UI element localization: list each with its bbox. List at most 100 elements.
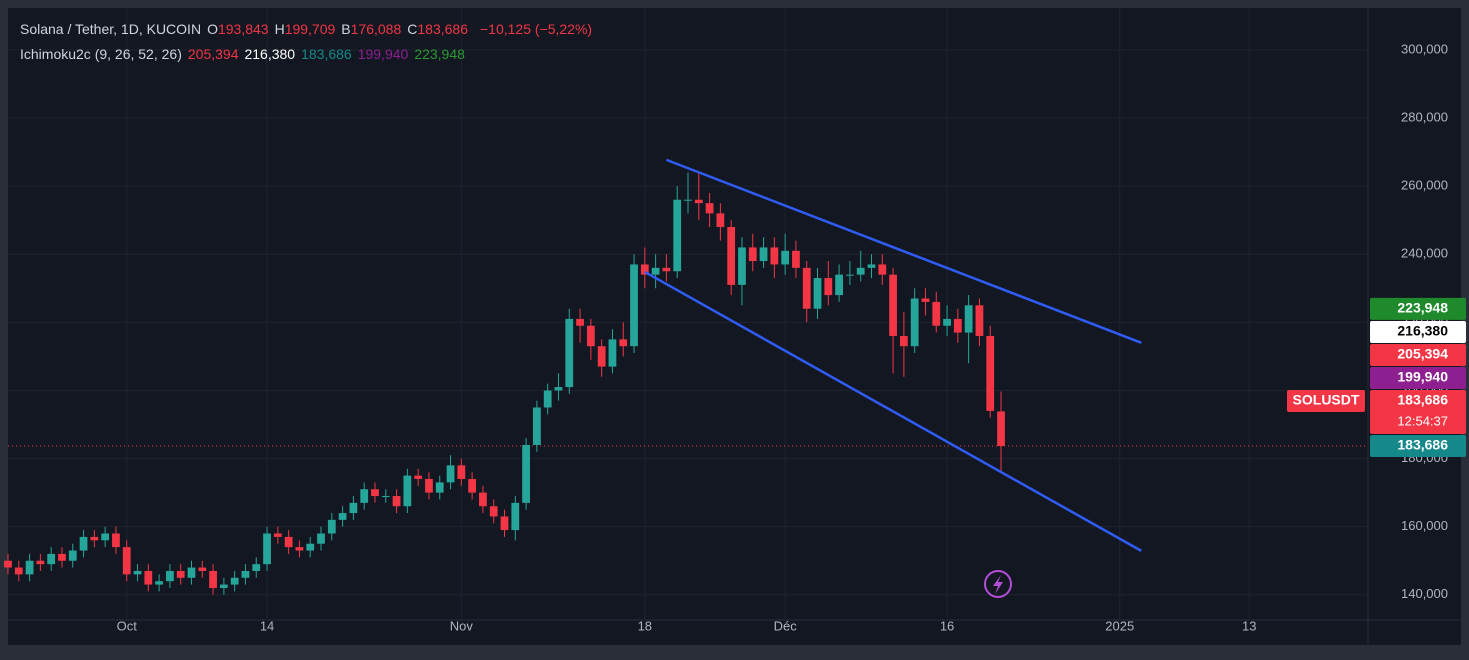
candle-body xyxy=(90,536,99,541)
candle-body xyxy=(533,407,541,445)
candle-body xyxy=(662,267,671,272)
candle-body xyxy=(964,305,973,333)
symbol-title: Solana / Tether, 1D, KUCOIN xyxy=(20,21,202,37)
indicator-values: 205,394 216,380 183,686 199,940 223,948 xyxy=(188,46,471,62)
candle-body xyxy=(705,203,714,214)
candle-body xyxy=(802,267,811,309)
price-label-box xyxy=(1370,297,1466,320)
price-label-box xyxy=(1370,367,1466,390)
candle-body xyxy=(101,533,110,541)
candle-body xyxy=(36,560,45,565)
ohlc-key: C xyxy=(407,21,418,37)
candle-body xyxy=(435,482,444,493)
symbol-label: SOLUSDT xyxy=(1293,392,1360,408)
candle-body xyxy=(781,250,790,265)
candle-body xyxy=(889,274,897,336)
candle-body xyxy=(846,274,854,276)
alert-icon[interactable] xyxy=(984,570,1012,598)
y-tick-label: 160,000 xyxy=(1401,518,1448,533)
candle-body xyxy=(748,247,757,262)
candle-body xyxy=(543,390,552,408)
y-tick-label: 300,000 xyxy=(1401,41,1448,56)
candle-body xyxy=(500,516,509,531)
ohlc-key: B xyxy=(341,21,351,37)
x-tick-label: 16 xyxy=(940,618,954,633)
candle-body xyxy=(187,567,196,578)
candle-body xyxy=(856,267,865,275)
candle-body xyxy=(349,502,358,514)
x-tick-label: 14 xyxy=(260,618,274,633)
ohlc-value: 176,088 xyxy=(350,21,402,37)
price-label: 223,948 xyxy=(1397,300,1448,316)
chart-background xyxy=(8,8,1461,645)
y-tick-label: 260,000 xyxy=(1401,178,1448,193)
candle-body xyxy=(576,318,584,326)
change: −10,125 (−5,22%) xyxy=(479,21,593,37)
candle-body xyxy=(284,536,293,548)
price-label-box xyxy=(1370,344,1466,367)
marks xyxy=(4,158,1368,595)
candle-body xyxy=(144,570,153,585)
price-label: 216,380 xyxy=(1397,323,1448,339)
candle-body xyxy=(867,264,876,268)
candle-body xyxy=(4,560,12,568)
y-tick-label: 280,000 xyxy=(1401,109,1448,124)
x-tick-label: Oct xyxy=(117,618,138,633)
candle-body xyxy=(684,199,692,201)
candle-body xyxy=(619,339,628,347)
candle-body xyxy=(554,387,563,391)
price-label: 183,686 xyxy=(1397,392,1448,408)
trend-line xyxy=(665,158,1142,344)
ohlc-value: 199,709 xyxy=(284,21,336,37)
candle-body xyxy=(14,567,23,575)
indicator-value: 205,394 xyxy=(187,46,239,62)
candle-body xyxy=(468,479,477,493)
candle-body xyxy=(813,278,822,309)
ohlc-value: 193,843 xyxy=(217,21,269,37)
candle-body xyxy=(694,199,703,204)
indicator-value: 183,686 xyxy=(301,46,352,62)
x-tick-label: 18 xyxy=(638,618,652,633)
candle-body xyxy=(122,547,131,575)
candle-body xyxy=(403,475,412,507)
trend-line xyxy=(644,270,1142,552)
candle-body xyxy=(425,479,433,493)
candle-body xyxy=(263,533,271,565)
candle-body xyxy=(910,298,919,347)
candle-body xyxy=(608,339,617,367)
symbol-line: Solana / Tether, 1D, KUCOIN O193,843 H199,… xyxy=(20,17,598,42)
ohlc-key: O xyxy=(207,21,218,37)
candle-body xyxy=(759,247,768,262)
candle-body xyxy=(327,519,336,534)
candle-body xyxy=(878,264,887,275)
candle-body xyxy=(597,346,606,367)
candle-body xyxy=(489,506,498,517)
ohlc-value: 183,686 xyxy=(417,21,468,37)
candle-body xyxy=(997,411,1005,447)
candle-body xyxy=(565,318,574,388)
candle-body xyxy=(176,570,185,578)
candle-body xyxy=(112,533,120,548)
candle-body xyxy=(338,513,347,520)
candle-body xyxy=(630,264,638,347)
indicator-value: 223,948 xyxy=(414,46,465,62)
candle-body xyxy=(738,247,746,285)
candle-body xyxy=(273,533,282,537)
candle-body xyxy=(835,274,843,296)
candle-body xyxy=(25,560,34,575)
symbol-label-box xyxy=(1287,390,1365,413)
x-tick-label: 2025 xyxy=(1105,618,1134,633)
candle-body xyxy=(166,570,174,582)
candle-body xyxy=(198,567,207,571)
candle-body xyxy=(414,475,423,480)
candle-body xyxy=(511,502,520,531)
indicator-value: 199,940 xyxy=(357,46,409,62)
candle-body xyxy=(953,318,962,333)
candle-body xyxy=(932,301,941,326)
candle-body xyxy=(986,335,995,411)
candle-body xyxy=(522,444,530,503)
candle-body xyxy=(295,547,304,551)
candle-body xyxy=(921,298,930,302)
candle-body xyxy=(770,247,779,265)
candle-body xyxy=(446,465,455,483)
